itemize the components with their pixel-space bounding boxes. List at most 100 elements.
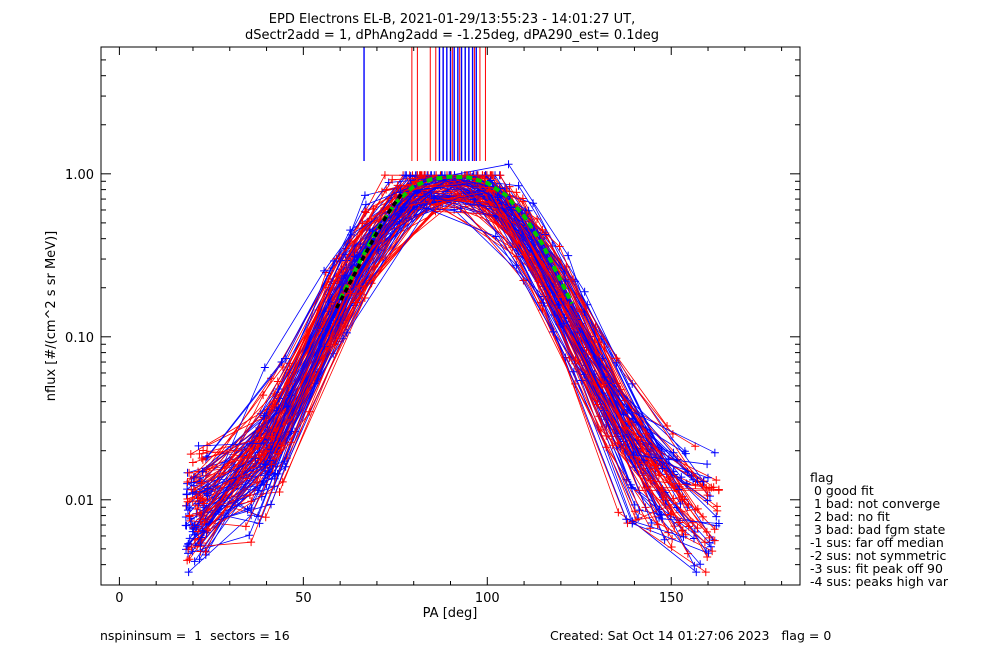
data-point-marker bbox=[247, 538, 256, 547]
data-point-marker bbox=[203, 452, 212, 461]
data-point-marker bbox=[569, 367, 578, 376]
data-point-marker bbox=[195, 449, 204, 458]
data-point-marker bbox=[190, 557, 199, 566]
legend-item: 0 good fit bbox=[810, 483, 874, 498]
data-point-marker bbox=[358, 219, 367, 228]
data-point-marker bbox=[361, 200, 370, 209]
data-point-marker bbox=[255, 433, 264, 442]
legend-item: -2 sus: not symmetric bbox=[810, 548, 946, 563]
y-axis-label: nflux [#/(cm^2 s sr MeV)] bbox=[44, 231, 59, 401]
sector-profile-line bbox=[193, 184, 661, 530]
data-point-marker bbox=[677, 473, 686, 482]
data-point-marker bbox=[195, 555, 204, 564]
data-point-marker bbox=[652, 461, 661, 470]
data-point-marker bbox=[260, 460, 269, 469]
data-point-marker bbox=[278, 477, 287, 486]
data-point-marker bbox=[274, 449, 283, 458]
data-point-marker bbox=[198, 467, 207, 476]
data-point-marker bbox=[196, 541, 205, 550]
data-point-marker bbox=[612, 354, 621, 363]
sector-profile-line bbox=[201, 174, 704, 518]
data-point-marker bbox=[699, 477, 708, 486]
legend-item: 1 bad: not converge bbox=[810, 496, 940, 511]
data-point-marker bbox=[703, 460, 712, 469]
data-point-marker bbox=[647, 519, 656, 528]
data-point-marker bbox=[712, 502, 721, 511]
data-point-marker bbox=[512, 188, 521, 197]
chart-title-line1: EPD Electrons EL-B, 2021-01-29/13:55:23 … bbox=[269, 12, 635, 27]
sector-profile-line bbox=[194, 174, 690, 527]
data-point-marker bbox=[199, 446, 208, 455]
data-point-marker bbox=[642, 483, 651, 492]
data-point-marker bbox=[197, 478, 206, 487]
data-point-marker bbox=[529, 199, 538, 208]
data-point-marker bbox=[287, 415, 296, 424]
data-point-marker bbox=[698, 512, 707, 521]
data-point-marker bbox=[669, 448, 678, 457]
data-point-marker bbox=[667, 510, 676, 519]
data-point-marker bbox=[580, 287, 589, 296]
data-point-marker bbox=[519, 276, 528, 285]
sector-profile-line bbox=[194, 191, 719, 562]
data-point-marker bbox=[660, 535, 669, 544]
data-point-marker bbox=[714, 519, 723, 528]
fit-layer bbox=[334, 174, 574, 309]
data-point-marker bbox=[305, 407, 314, 416]
data-point-marker bbox=[480, 174, 489, 183]
data-point-marker bbox=[708, 535, 717, 544]
data-point-marker bbox=[281, 462, 290, 471]
data-point-marker bbox=[360, 191, 369, 200]
data-point-marker bbox=[245, 491, 254, 500]
data-point-marker bbox=[185, 534, 194, 543]
data-layer bbox=[181, 47, 723, 577]
data-point-marker bbox=[549, 327, 558, 336]
legend-item: -4 sus: peaks high var bbox=[810, 574, 949, 589]
sector-profile-line bbox=[199, 189, 684, 546]
data-point-marker bbox=[684, 500, 693, 509]
data-point-marker bbox=[247, 504, 256, 513]
data-point-marker bbox=[261, 513, 270, 522]
data-point-marker bbox=[268, 401, 277, 410]
data-point-marker bbox=[614, 508, 623, 517]
data-point-marker bbox=[630, 500, 639, 509]
data-point-marker bbox=[183, 477, 192, 486]
legend-item: -1 sus: far off median bbox=[810, 535, 944, 550]
sector-profile-line bbox=[202, 184, 706, 543]
data-point-marker bbox=[185, 511, 194, 520]
data-point-marker bbox=[707, 483, 716, 492]
data-point-marker bbox=[674, 485, 683, 494]
sector-profile-line bbox=[198, 174, 716, 454]
data-point-marker bbox=[714, 486, 723, 495]
data-point-marker bbox=[691, 480, 700, 489]
data-point-marker bbox=[683, 549, 692, 558]
data-point-marker bbox=[184, 568, 193, 577]
data-point-marker bbox=[245, 531, 254, 540]
data-point-marker bbox=[194, 441, 203, 450]
data-point-marker bbox=[181, 521, 190, 530]
data-point-marker bbox=[193, 504, 202, 513]
x-tick-label: 100 bbox=[475, 591, 500, 606]
data-point-marker bbox=[712, 512, 721, 521]
data-point-marker bbox=[182, 490, 191, 499]
data-point-marker bbox=[514, 181, 523, 190]
data-point-marker bbox=[346, 289, 355, 298]
data-point-marker bbox=[642, 429, 651, 438]
data-point-marker bbox=[259, 455, 268, 464]
data-point-marker bbox=[251, 454, 260, 463]
data-point-marker bbox=[602, 443, 611, 452]
data-point-marker bbox=[539, 299, 548, 308]
data-point-marker bbox=[203, 484, 212, 493]
data-point-marker bbox=[690, 561, 699, 570]
data-point-marker bbox=[681, 449, 690, 458]
data-point-marker bbox=[263, 471, 272, 480]
legend-item: 3 bad: bad fgm state bbox=[810, 522, 946, 537]
data-point-marker bbox=[710, 448, 719, 457]
data-point-marker bbox=[712, 476, 721, 485]
data-point-marker bbox=[693, 524, 702, 533]
data-point-marker bbox=[532, 215, 541, 224]
data-point-marker bbox=[564, 251, 573, 260]
data-point-marker bbox=[273, 377, 282, 386]
data-point-marker bbox=[657, 510, 666, 519]
axis-layer: 0 50 100 150 0.01 0.10 1.00 bbox=[65, 46, 800, 606]
